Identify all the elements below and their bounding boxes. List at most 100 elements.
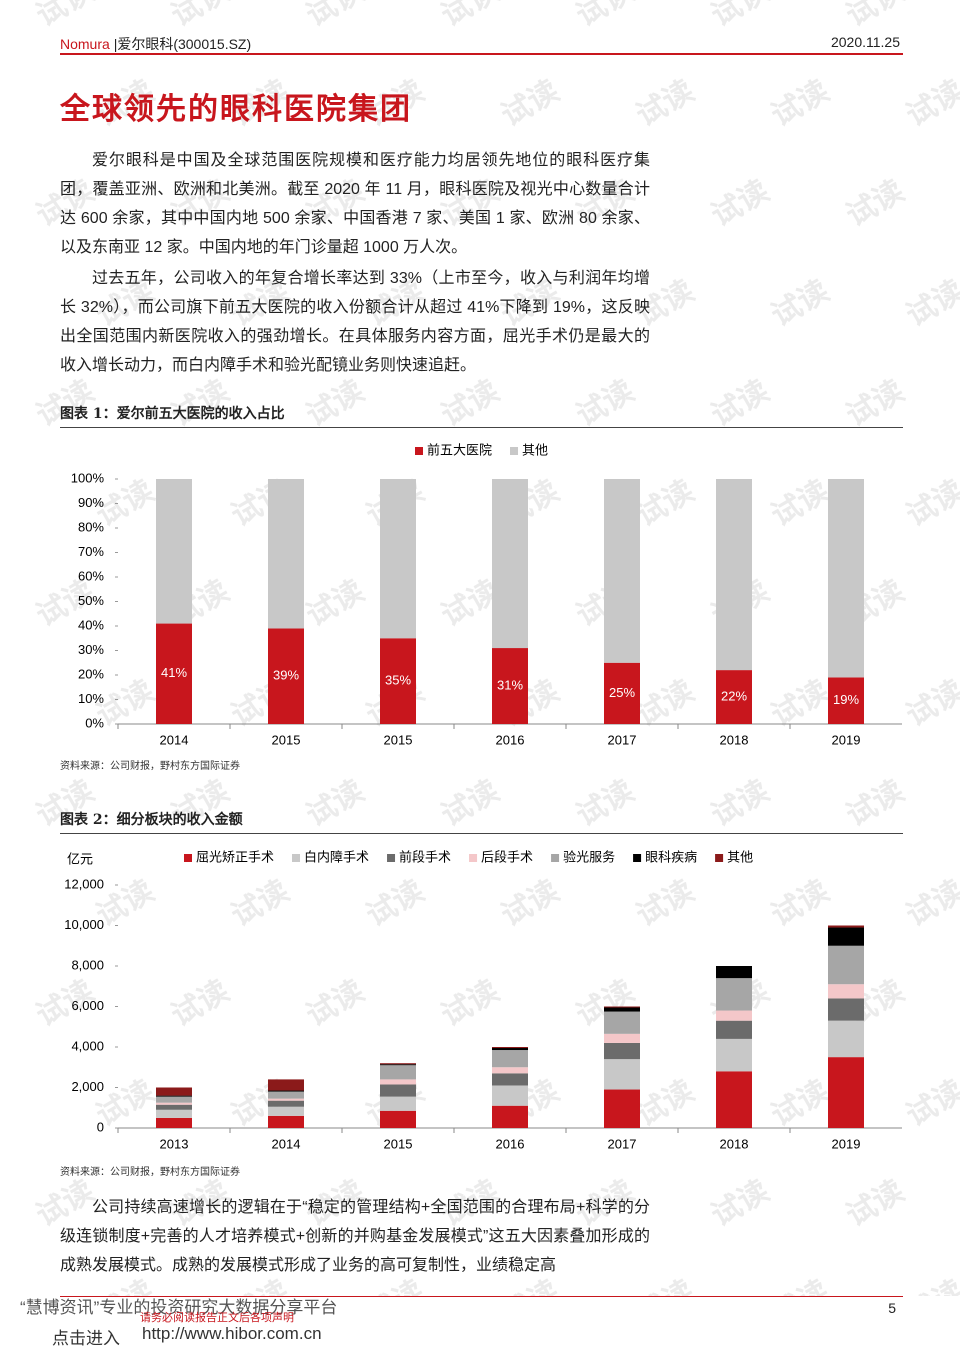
bar-segment	[828, 1057, 864, 1128]
bar-segment	[492, 1047, 528, 1049]
bar-segment	[828, 1020, 864, 1058]
bar-segment	[268, 1090, 304, 1092]
y-tick-label: 2,000	[71, 1079, 104, 1094]
y-tick-label: 8,000	[71, 957, 104, 972]
bar-segment	[380, 638, 416, 724]
y-tick-label: 50%	[78, 593, 104, 608]
bar-segment	[156, 1087, 192, 1096]
x-tick-label: 2015	[272, 732, 301, 747]
bar-segment	[380, 1110, 416, 1128]
x-tick-label: 2018	[720, 732, 749, 747]
value-label: 22%	[721, 688, 747, 703]
company: 爱尔眼科(300015.SZ)	[117, 36, 252, 52]
y-tick-label: 90%	[78, 495, 104, 510]
footer: “慧博资讯”专业的投资研究大数据分享平台 请务必阅读报告正文后各项声明 5 点击…	[0, 1296, 960, 1357]
bar-segment	[156, 479, 192, 624]
bar-segment	[828, 925, 864, 928]
value-label: 19%	[833, 692, 859, 707]
legend-label: 屈光矫正手术	[196, 849, 274, 864]
legend-label: 白内障手术	[304, 849, 369, 864]
enter: 点击进入	[52, 1329, 120, 1348]
y-tick-label: 60%	[78, 568, 104, 583]
watermark: 试读	[841, 0, 909, 33]
bar-segment	[156, 1095, 192, 1097]
bar-segment	[492, 1050, 528, 1068]
watermark: 试读	[901, 274, 960, 333]
brand: Nomura	[60, 36, 110, 52]
watermark: 试读	[166, 0, 234, 33]
figure-rule	[60, 833, 903, 834]
watermark: 试读	[571, 0, 639, 33]
separator: |	[113, 36, 118, 52]
page-title: 全球领先的眼科医院集团	[60, 92, 412, 127]
chart: 0% 10% 20% 30% 40% 50% 60% 70% 80% 90% 100% 2014 41%…	[71, 442, 902, 747]
x-tick-label: 2015	[384, 732, 413, 747]
legend-swatch	[415, 447, 423, 455]
source: 资料来源：公司财报，野村东方国际证券	[60, 761, 240, 772]
legend-label: 其他	[522, 442, 548, 457]
legend-label: 验光服务	[563, 849, 615, 864]
bar-segment	[492, 479, 528, 649]
bar-segment	[716, 966, 752, 979]
bar-segment	[380, 1096, 416, 1111]
bar-segment	[716, 670, 752, 724]
source: 资料来源：公司财报，野村东方国际证券	[60, 1167, 240, 1178]
legend-label: 前段手术	[399, 849, 451, 864]
y-tick-label: 12,000	[64, 876, 104, 891]
y-tick-label: 0%	[85, 715, 104, 730]
watermark: 试读	[571, 374, 639, 433]
bar-segment	[716, 1020, 752, 1039]
bar-segment	[604, 1042, 640, 1060]
watermark: 试读	[841, 174, 909, 233]
bar-segment	[604, 1089, 640, 1128]
watermark: 试读	[706, 1174, 774, 1233]
url[interactable]: http://www.hibor.com.cn	[142, 1324, 322, 1343]
bar-segment	[380, 479, 416, 639]
legend-swatch	[510, 447, 519, 455]
x-tick-label: 2014	[272, 1136, 301, 1151]
bar-segment	[604, 479, 640, 663]
chart: 0 2,000 4,000 6,000 8,000 10,000 12,000 亿元 2013 2…	[64, 849, 902, 1151]
x-tick-label: 2014	[160, 732, 189, 747]
bar-segment	[492, 1085, 528, 1106]
bar-segment	[156, 1117, 192, 1128]
bar-segment	[492, 1048, 528, 1051]
bar-segment	[716, 1038, 752, 1072]
legend-label: 眼科疾病	[645, 849, 697, 864]
watermark: 试读	[706, 374, 774, 433]
y-tick-label: 80%	[78, 519, 104, 534]
y-tick-label: 20%	[78, 666, 104, 681]
bar-segment	[492, 648, 528, 724]
y-tick-label: 10,000	[64, 917, 104, 932]
bar-segment	[828, 945, 864, 985]
bar-segment	[716, 1071, 752, 1128]
bar-segment	[828, 479, 864, 678]
watermark: 试读	[31, 0, 99, 33]
x-tick-label: 2013	[160, 1136, 189, 1151]
value-label: 31%	[497, 677, 523, 692]
notice: 请务必阅读报告正文后各项声明	[140, 1312, 294, 1324]
figure-rule	[60, 427, 903, 428]
bar-segment	[268, 479, 304, 629]
x-tick-label: 2015	[384, 1136, 413, 1151]
bar-segment	[492, 1067, 528, 1074]
legend-swatch	[551, 854, 560, 862]
bar-segment	[828, 927, 864, 946]
y-tick-label: 6,000	[71, 998, 104, 1013]
bar-segment	[716, 978, 752, 1011]
legend-swatch	[469, 854, 478, 862]
bar-segment	[156, 1102, 192, 1105]
watermark: 试读	[301, 0, 369, 33]
x-tick-label: 2016	[496, 732, 525, 747]
y-tick-label: 30%	[78, 642, 104, 657]
bar-segment	[156, 1109, 192, 1118]
y-tick-label: 4,000	[71, 1038, 104, 1053]
bar-segment	[604, 1011, 640, 1034]
watermark: 试读	[766, 74, 834, 133]
watermark: 试读	[841, 774, 909, 833]
watermark: 试读	[706, 174, 774, 233]
x-tick-label: 2017	[608, 732, 637, 747]
bar-segment	[604, 1059, 640, 1090]
watermark: 试读	[436, 774, 504, 833]
